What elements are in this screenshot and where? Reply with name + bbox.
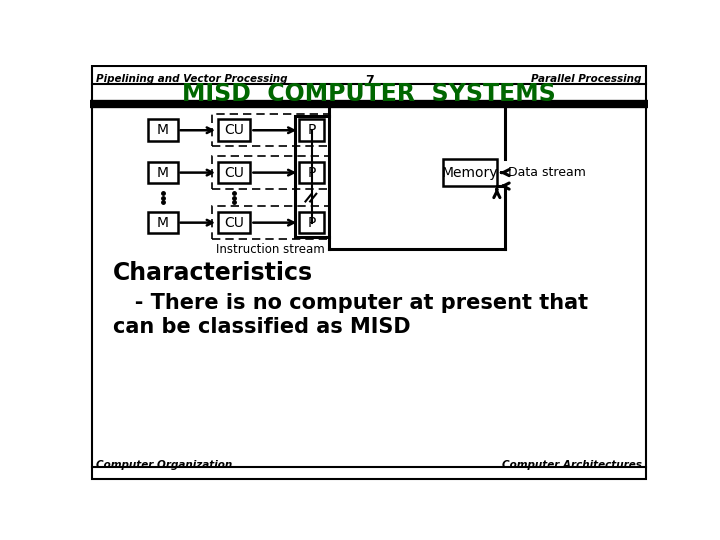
Text: M: M [157,215,169,230]
Bar [148,212,178,233]
Text: M: M [157,166,169,180]
Bar [443,159,497,186]
Text: Data stream: Data stream [508,166,586,179]
Text: Instruction stream: Instruction stream [216,244,325,256]
Bar [300,212,324,233]
Bar [212,114,330,146]
Text: Pipelining and Vector Processing: Pipelining and Vector Processing [96,74,288,84]
Bar [218,162,251,184]
Text: P: P [307,123,316,137]
Text: Memory: Memory [441,166,498,180]
Bar [212,157,330,189]
Text: Computer Architectures: Computer Architectures [502,460,642,470]
Text: Characteristics: Characteristics [113,261,313,285]
Bar [148,119,178,141]
Text: Parallel Processing: Parallel Processing [531,74,642,84]
Text: CU: CU [224,123,244,137]
Bar [294,116,329,237]
Bar [218,212,251,233]
Text: can be classified as MISD: can be classified as MISD [113,316,411,336]
Text: P: P [307,215,316,230]
Text: CU: CU [224,215,244,230]
Text: Computer Organization: Computer Organization [96,460,233,470]
Text: - There is no computer at present that: - There is no computer at present that [113,294,588,314]
Bar [148,162,178,184]
Bar [218,119,251,141]
Bar [300,162,324,184]
Text: MISD  COMPUTER  SYSTEMS: MISD COMPUTER SYSTEMS [182,82,556,106]
Bar [212,206,330,239]
Text: CU: CU [224,166,244,180]
Text: P: P [307,166,316,180]
Bar [300,119,324,141]
Text: 7: 7 [364,74,374,87]
Text: M: M [157,123,169,137]
